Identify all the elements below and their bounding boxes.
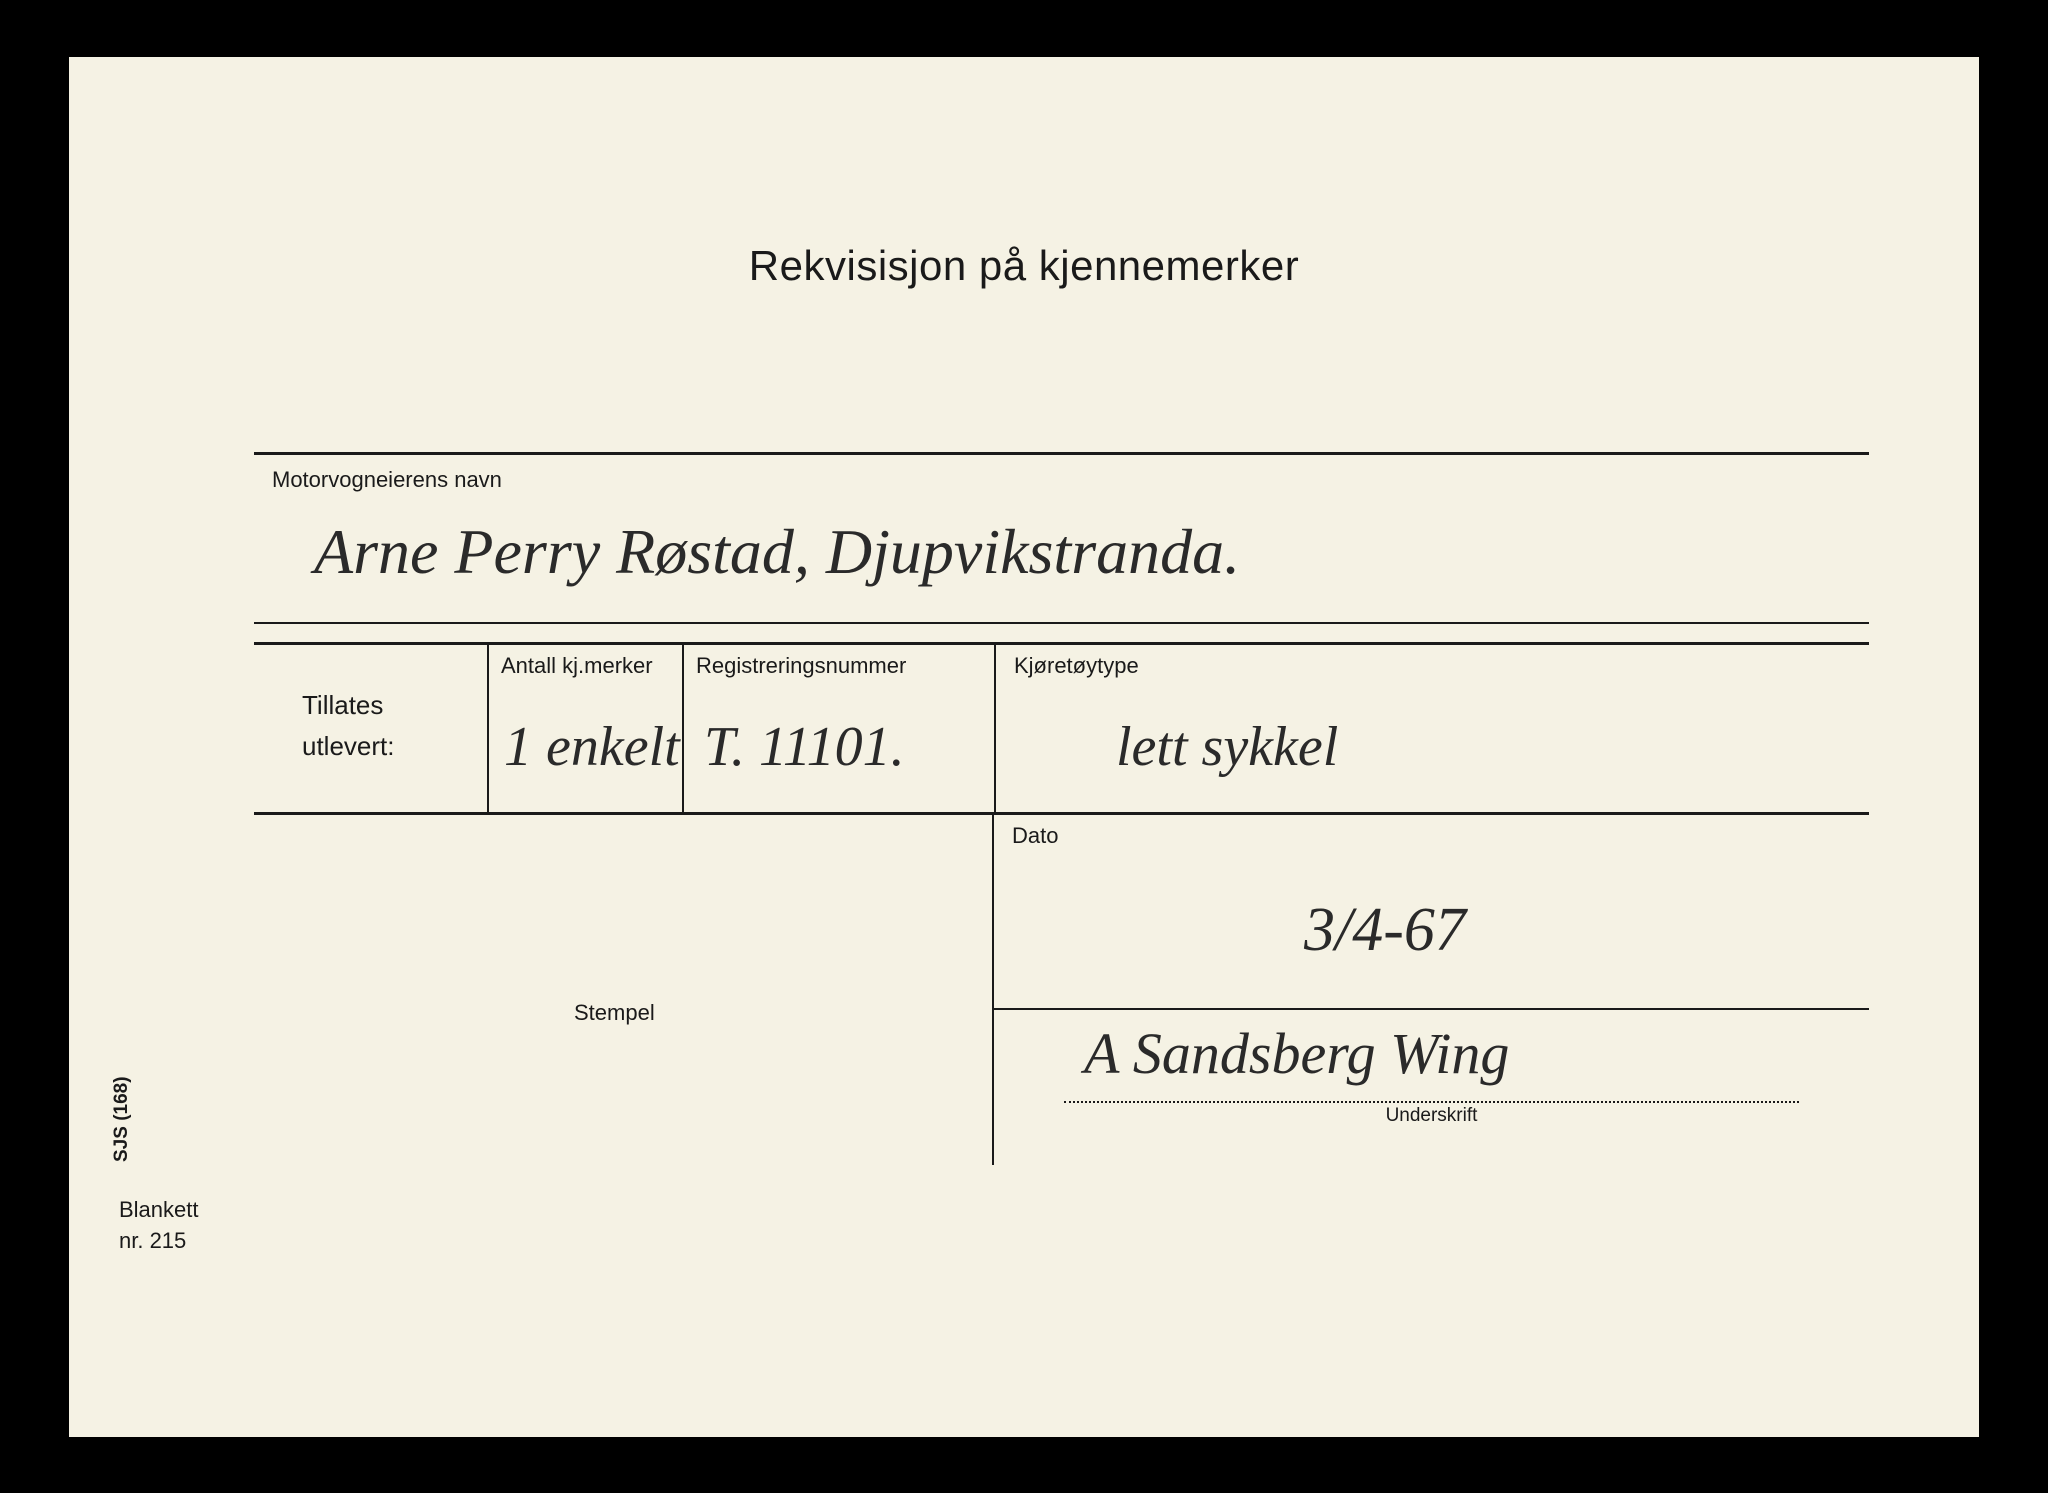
stempel-label: Stempel (574, 1000, 655, 1026)
underskrift-label: Underskrift (994, 1105, 1869, 1127)
dato-label: Dato (1012, 823, 1058, 849)
vehicle-value: lett sykkel (1116, 715, 1338, 779)
stempel-cell: Stempel (254, 815, 994, 1165)
owner-row: Motorvogneierens navn Arne Perry Røstad,… (254, 455, 1869, 645)
reg-label: Registreringsnummer (696, 653, 906, 679)
signature-line (1064, 1101, 1799, 1103)
signature-cell: A Sandsberg Wing Underskrift (994, 1010, 1869, 1165)
side-code: SJS (168) (111, 1076, 133, 1162)
tillates-text: Tillates utlevert: (302, 685, 395, 768)
tillates-cell: Tillates utlevert: (254, 645, 489, 812)
signature-value: A Sandsberg Wing (1084, 1020, 1509, 1087)
dato-cell: Dato 3/4-67 (994, 815, 1869, 1010)
reg-value: T. 11101. (704, 715, 905, 779)
antall-label: Antall kj.merker (501, 653, 653, 679)
dato-value: 3/4-67 (1304, 895, 1466, 966)
antall-cell: Antall kj.merker 1 enkelt (489, 645, 684, 812)
tillates-line2: utlevert: (302, 731, 395, 761)
blankett-nr: nr. 215 (119, 1228, 186, 1253)
details-row: Tillates utlevert: Antall kj.merker 1 en… (254, 645, 1869, 815)
owner-underline (254, 622, 1869, 624)
document-title: Rekvisisjon på kjennemerker (69, 242, 1979, 290)
dato-sig-column: Dato 3/4-67 A Sandsberg Wing Underskrift (994, 815, 1869, 1165)
form-table: Motorvogneierens navn Arne Perry Røstad,… (254, 452, 1869, 1165)
tillates-line1: Tillates (302, 690, 383, 720)
reg-cell: Registreringsnummer T. 11101. (684, 645, 994, 812)
vehicle-cell: Kjøretøytype lett sykkel (994, 645, 1869, 812)
antall-value: 1 enkelt (504, 715, 680, 779)
vehicle-label: Kjøretøytype (1014, 653, 1139, 679)
blankett-label: Blankett (119, 1197, 199, 1222)
bottom-row: Stempel Dato 3/4-67 A Sandsberg Wing Und… (254, 815, 1869, 1165)
owner-label: Motorvogneierens navn (272, 467, 502, 493)
owner-value: Arne Perry Røstad, Djupvikstranda. (314, 515, 1240, 589)
document-paper: Rekvisisjon på kjennemerker SJS (168) Bl… (69, 57, 1979, 1437)
blankett-info: Blankett nr. 215 (119, 1195, 199, 1257)
